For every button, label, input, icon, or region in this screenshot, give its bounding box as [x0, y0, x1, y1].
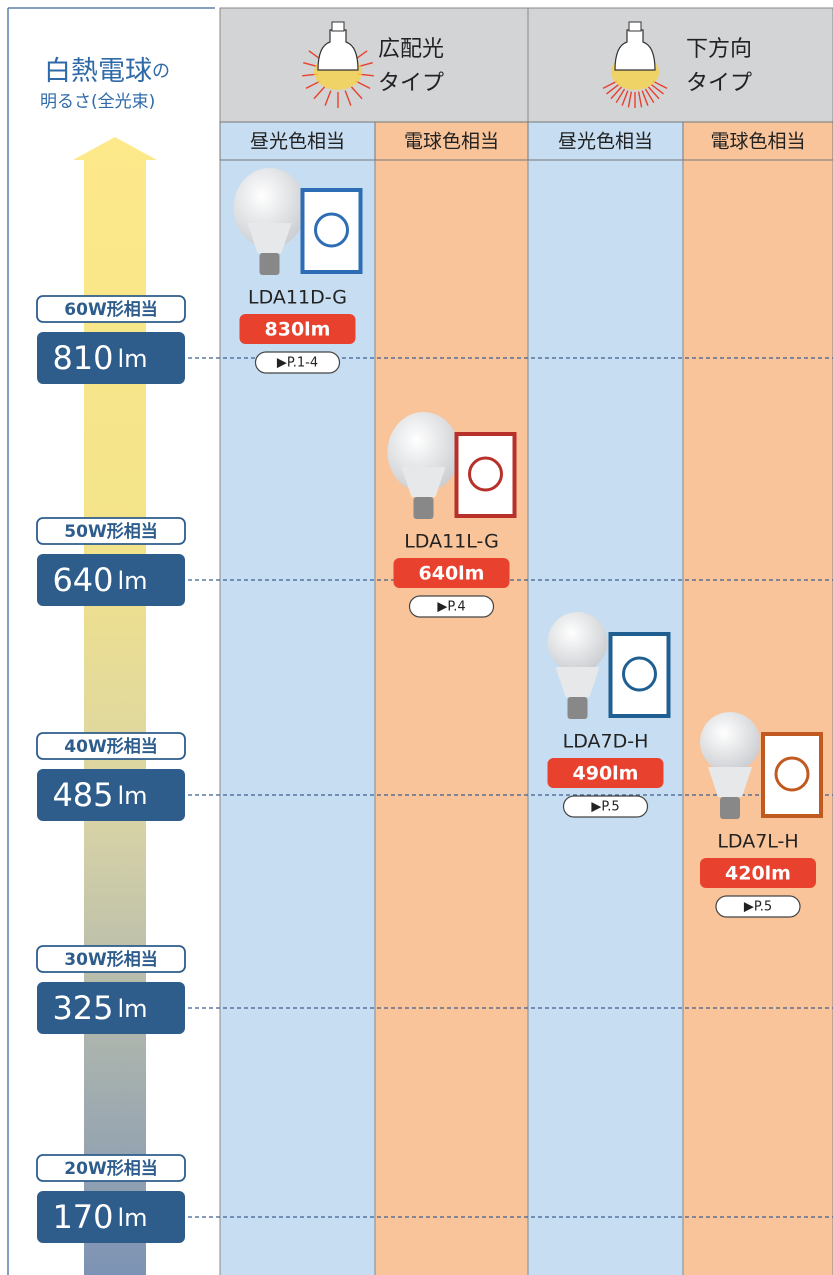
page-ref: ▶P.5 [744, 900, 772, 915]
watt-label: 60W形相当 [64, 299, 157, 320]
product-lumen: 490lm [573, 763, 639, 785]
title: 白熱電球の [44, 56, 170, 87]
package-bulb [316, 214, 348, 246]
group-label: タイプ [686, 71, 752, 96]
lumen-value: 170 [52, 1198, 113, 1236]
package-bulb [624, 658, 656, 690]
lumen-unit: lm [118, 345, 148, 373]
subtitle: 明るさ(全光束) [40, 92, 155, 112]
product-model: LDA7L-H [717, 831, 798, 853]
lumen-unit: lm [118, 567, 148, 595]
product-model: LDA11L-G [404, 531, 499, 553]
lumen-value: 810 [52, 339, 113, 377]
lumen-unit: lm [118, 995, 148, 1023]
watt-label: 50W形相当 [64, 521, 157, 542]
group-header [528, 8, 833, 122]
column-label: 電球色相当 [404, 131, 499, 153]
lumen-value: 325 [52, 989, 113, 1027]
column-bg [375, 122, 528, 1275]
package-bulb [470, 458, 502, 490]
group-label: タイプ [378, 71, 444, 96]
package-bulb [776, 758, 808, 790]
column-label: 昼光色相当 [250, 131, 345, 153]
bulb-socket [568, 697, 588, 719]
group-label: 広配光 [378, 37, 444, 62]
page-ref: ▶P.5 [591, 800, 619, 815]
product-lumen: 830lm [265, 319, 331, 341]
bulb-base [629, 22, 641, 31]
title-text: 白熱電球 [44, 56, 152, 87]
lumen-value: 640 [52, 561, 113, 599]
product-model: LDA7D-H [563, 731, 649, 753]
column-bg [683, 122, 833, 1275]
bulb-base [332, 22, 344, 31]
lumen-unit: lm [118, 782, 148, 810]
product-lumen: 640lm [419, 563, 485, 585]
lumen-label: 325lm [52, 989, 147, 1027]
watt-label: 40W形相当 [64, 736, 157, 757]
lumen-unit: lm [118, 1204, 148, 1232]
group-label: 下方向 [686, 37, 752, 62]
watt-label: 20W形相当 [64, 1158, 157, 1179]
title-suffix: の [152, 61, 170, 82]
lumen-value: 485 [52, 776, 113, 814]
bulb [548, 612, 608, 672]
bulb [700, 712, 760, 772]
watt-label: 30W形相当 [64, 949, 157, 970]
bulb-socket [720, 797, 740, 819]
bulb-socket [414, 497, 434, 519]
column-label: 電球色相当 [710, 131, 805, 153]
page: 白熱電球の 明るさ(全光束) 広配光タイプ昼光色相当 電球色相当 下方向タイプ昼光色… [0, 0, 833, 1275]
group-header [220, 8, 528, 122]
bulb-socket [260, 253, 280, 275]
page-ref: ▶P.1-4 [277, 356, 318, 371]
product-model: LDA11D-G [248, 287, 347, 309]
column-label: 昼光色相当 [558, 131, 653, 153]
product-lumen: 420lm [725, 863, 791, 885]
page-ref: ▶P.4 [437, 600, 465, 615]
